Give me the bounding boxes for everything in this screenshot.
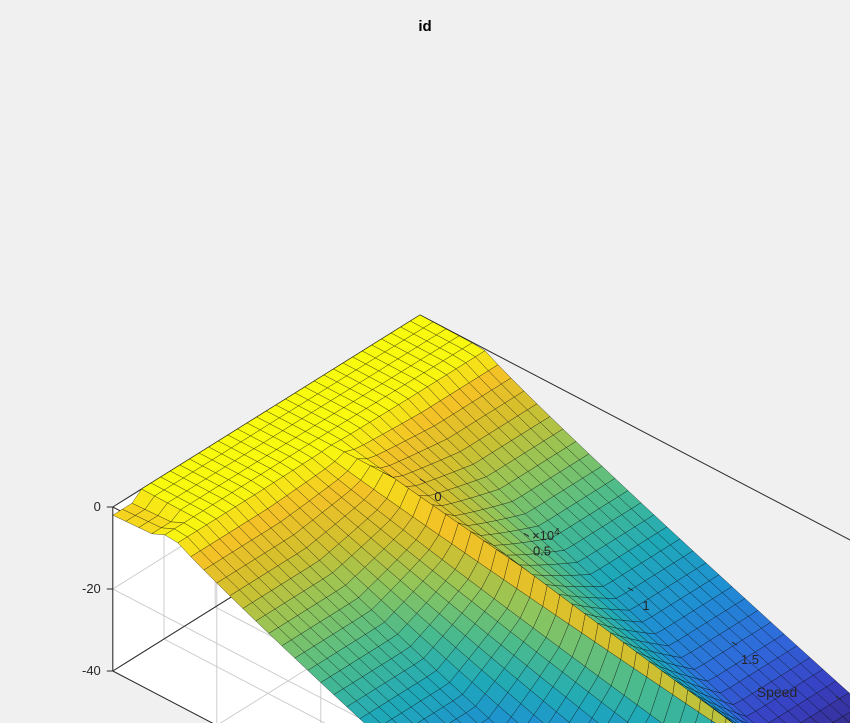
svg-text:Speed: Speed (757, 684, 797, 700)
plot-3d-surface[interactable]: id 00.511.522.53Speed×104-3-2-10123Torqu… (0, 0, 850, 723)
svg-text:-20: -20 (82, 581, 101, 596)
svg-text:0.5: 0.5 (533, 543, 551, 558)
svg-text:0: 0 (434, 489, 441, 504)
surface-svg: 00.511.522.53Speed×104-3-2-10123Torque-4… (0, 0, 850, 723)
svg-text:1.5: 1.5 (741, 652, 759, 667)
svg-text:1: 1 (642, 598, 649, 613)
svg-text:-40: -40 (82, 663, 101, 678)
svg-text:0: 0 (94, 499, 101, 514)
